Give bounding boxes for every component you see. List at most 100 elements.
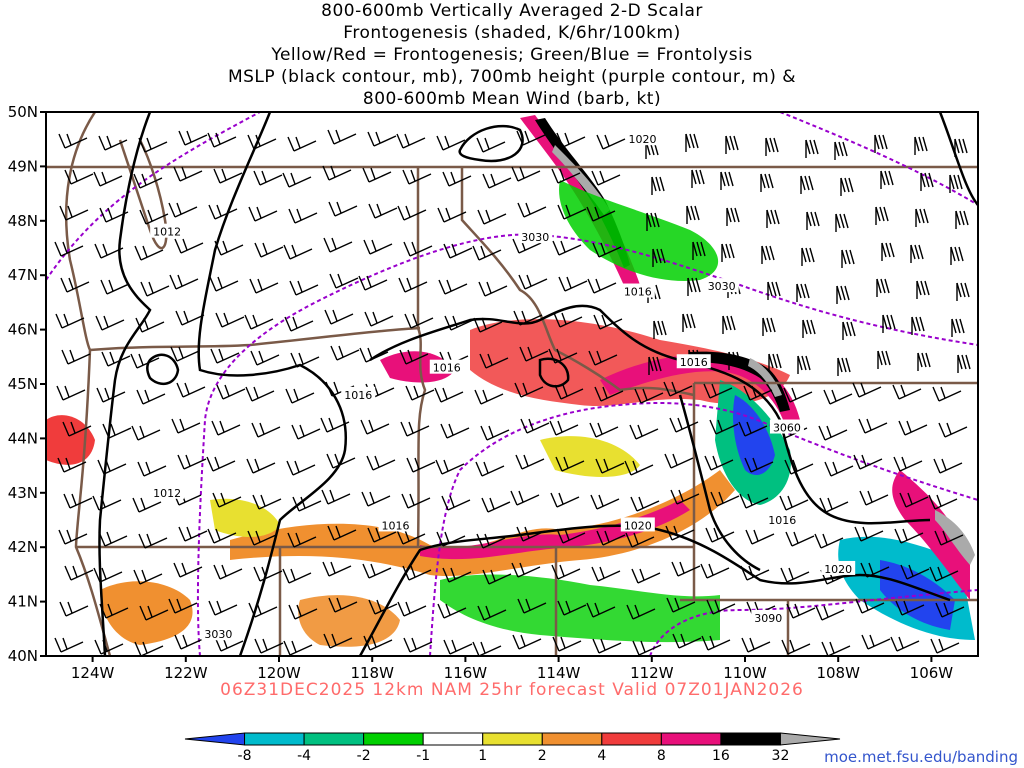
wind-barb [207,528,237,544]
height-contours [46,112,978,656]
wind-barb [894,528,924,544]
mslp-contour-label: 1020 [824,563,852,576]
wind-barb [853,454,883,470]
wind-barb [168,202,198,218]
wind-barb [285,388,315,404]
wind-barb [824,461,854,477]
wind-barb [710,491,740,507]
wind-barb [482,569,512,585]
wind-barb [632,640,662,656]
wind-barb [288,604,318,620]
wind-barb [287,136,317,152]
wind-barb [139,605,169,621]
wind-barb [818,425,848,441]
wind-barb [823,389,853,405]
wind-barb [880,170,894,189]
wind-barb [61,349,91,365]
wind-barb [473,317,503,333]
wind-barb [362,563,392,579]
mslp-label-bg [620,517,655,532]
height-3060 [429,402,978,656]
wind-barb [802,319,816,338]
wind-barb [215,312,245,328]
longitude-axis: 124W 122W 120W 118W 116W 114W 112W 110W 108W 106W [71,656,953,682]
wind-barb [553,312,583,328]
wind-barb [96,387,126,403]
colorbar-label: -8 [238,748,252,764]
wind-barb [171,418,201,434]
wind-barb [247,134,277,150]
wind-barb [472,641,502,656]
lat-tick-label: 48N [8,212,38,230]
colorbar-label: 32 [772,748,790,764]
wind-barb [57,457,87,473]
wind-barb [397,205,427,221]
wind-barb [858,418,888,434]
wind-barb [138,533,168,549]
wind-barb [248,206,278,222]
wind-barb [517,202,547,218]
fronto-band-south [230,470,735,577]
wind-barb [519,346,549,362]
wind-barb [324,309,354,325]
wind-barb [288,208,318,224]
lon-tick-label: 118W [350,664,394,682]
height-contour-label: 3030 [708,280,736,293]
wind-barb [403,241,433,257]
mslp-contour-label: 1020 [628,133,656,146]
wind-barb [630,496,660,512]
wind-barb [706,599,736,615]
wind-barb [435,459,465,475]
wind-barb [64,565,94,581]
wind-barb [836,285,850,304]
wind-barb [591,566,621,582]
fronto-band-south-core [420,500,690,560]
colorbar-swatch [184,732,246,746]
mslp-label-bg [620,283,655,298]
wind-barb [515,454,545,470]
wind-barb [250,350,280,366]
lat-tick-label: 43N [8,484,38,502]
lon-tick-label: 124W [71,664,115,682]
wind-barb [739,493,769,509]
mslp-contour-label: 1016 [433,362,461,375]
mslp-contour-label: 1020 [624,519,652,532]
wind-barb [248,602,278,618]
colorbar-label: 16 [712,748,730,764]
mslp-contour-label: 1012 [153,226,181,239]
wind-barb [821,641,851,656]
wind-barb [666,597,696,613]
wind-barb [691,169,705,188]
fronto-central-black [690,351,790,412]
wind-barb [841,249,855,268]
wind-barb [663,381,693,397]
wind-barb [705,527,735,543]
wind-barb [814,533,844,549]
wind-barb [63,493,93,509]
wind-barb [624,460,654,476]
wind-barb [510,490,540,506]
wind-barb [137,461,167,477]
colorbar-label: -1 [416,748,430,764]
wind-barb [685,133,699,152]
wind-barb [591,170,621,186]
wind-barb [99,207,129,223]
coastline [64,112,112,656]
chart-title: 800-600mb Vertically Averaged 2-D Scalar… [0,0,1024,110]
wind-barb [784,459,814,475]
lon-tick-label: 106W [910,664,954,682]
height-3000 [46,112,261,281]
wind-barb [740,565,770,581]
wind-barb [133,569,163,585]
wind-barb [762,317,776,336]
credit-link[interactable]: moe.met.fsu.edu/banding [824,748,1018,766]
mslp-label-bg [378,517,413,532]
wind-barb [329,273,359,289]
wind-barb [214,240,244,256]
wind-barb [957,354,971,373]
colorbar-swatch [779,732,841,746]
wind-barb [175,310,205,326]
wind-barb [852,382,882,398]
height-contour-label: 3090 [754,612,782,625]
wind-barb [245,386,275,402]
